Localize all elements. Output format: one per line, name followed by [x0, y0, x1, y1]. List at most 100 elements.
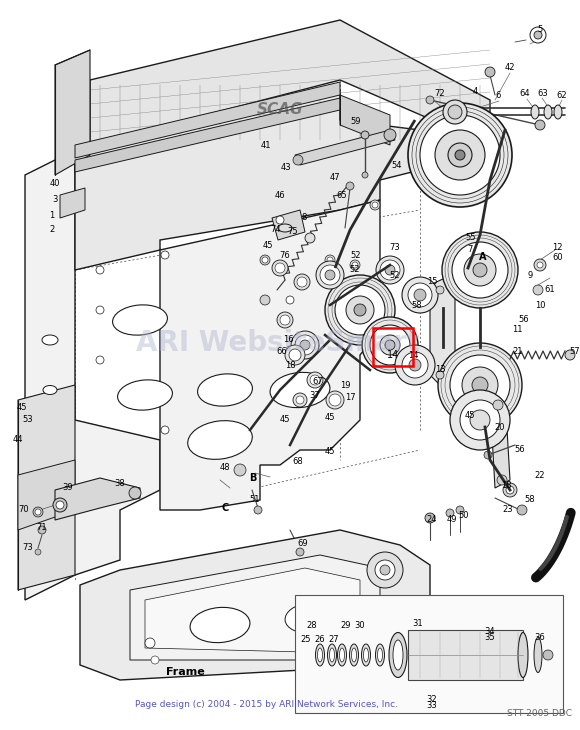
Ellipse shape	[278, 224, 292, 232]
Circle shape	[310, 375, 320, 385]
Text: 34: 34	[485, 628, 495, 637]
Circle shape	[493, 400, 503, 410]
Circle shape	[260, 295, 270, 305]
Text: 75: 75	[288, 228, 298, 237]
Circle shape	[285, 345, 305, 365]
Ellipse shape	[328, 644, 336, 666]
Text: 33: 33	[427, 702, 437, 710]
Text: 14: 14	[408, 350, 418, 359]
Text: 70: 70	[19, 505, 30, 515]
Circle shape	[346, 296, 374, 324]
Text: 29: 29	[341, 621, 351, 631]
Text: 58: 58	[525, 496, 535, 504]
Ellipse shape	[113, 305, 168, 335]
Circle shape	[450, 355, 510, 415]
Ellipse shape	[285, 603, 335, 633]
Circle shape	[350, 260, 360, 270]
Text: 56: 56	[519, 315, 530, 325]
Bar	[295, 595, 563, 713]
Polygon shape	[295, 130, 395, 165]
Circle shape	[462, 367, 498, 403]
Circle shape	[291, 331, 319, 359]
Circle shape	[497, 475, 507, 485]
Circle shape	[295, 335, 315, 355]
Circle shape	[35, 509, 41, 515]
Circle shape	[300, 340, 310, 350]
Text: 50: 50	[459, 512, 469, 520]
Circle shape	[425, 513, 435, 523]
Circle shape	[448, 105, 462, 119]
Text: 60: 60	[553, 253, 563, 263]
Text: 44: 44	[13, 436, 23, 445]
Circle shape	[473, 263, 487, 277]
Text: 45: 45	[325, 413, 335, 423]
Ellipse shape	[393, 640, 403, 670]
Text: 52: 52	[350, 266, 360, 274]
Polygon shape	[55, 50, 90, 175]
Ellipse shape	[118, 380, 172, 410]
Polygon shape	[90, 20, 490, 145]
Text: 20: 20	[495, 423, 505, 432]
Circle shape	[361, 131, 369, 139]
Text: 45: 45	[263, 240, 273, 250]
Circle shape	[395, 345, 435, 385]
Ellipse shape	[198, 374, 252, 406]
Circle shape	[367, 552, 403, 588]
Text: 67: 67	[313, 377, 324, 386]
Circle shape	[565, 350, 575, 360]
Circle shape	[534, 31, 542, 39]
Text: 38: 38	[115, 478, 125, 488]
Circle shape	[470, 410, 490, 430]
Text: 8: 8	[302, 213, 307, 223]
Ellipse shape	[188, 420, 252, 459]
Circle shape	[286, 346, 294, 354]
Circle shape	[325, 270, 335, 280]
Text: 11: 11	[512, 326, 522, 334]
Text: 31: 31	[413, 620, 423, 629]
Circle shape	[372, 202, 378, 208]
Polygon shape	[75, 82, 340, 158]
Text: 74: 74	[271, 226, 281, 234]
Circle shape	[325, 255, 335, 265]
Circle shape	[234, 464, 246, 476]
Text: 39: 39	[63, 483, 73, 493]
Text: 36: 36	[535, 634, 545, 642]
Bar	[373, 328, 413, 366]
Ellipse shape	[554, 105, 562, 119]
Text: 1: 1	[49, 210, 55, 220]
Ellipse shape	[544, 105, 552, 119]
Ellipse shape	[531, 105, 539, 119]
Circle shape	[402, 277, 438, 313]
Circle shape	[277, 312, 293, 328]
Circle shape	[96, 266, 104, 274]
Ellipse shape	[351, 648, 357, 662]
Polygon shape	[75, 90, 420, 270]
Text: 9: 9	[527, 271, 532, 280]
Polygon shape	[60, 188, 85, 218]
Circle shape	[297, 277, 307, 287]
Text: 2: 2	[49, 226, 55, 234]
Circle shape	[330, 651, 340, 661]
Circle shape	[276, 216, 284, 224]
Circle shape	[329, 394, 341, 406]
Circle shape	[384, 129, 396, 141]
Circle shape	[326, 391, 344, 409]
Text: 54: 54	[392, 161, 403, 169]
Text: 25: 25	[301, 636, 311, 645]
Text: 52: 52	[351, 252, 361, 261]
Text: 58: 58	[412, 301, 422, 310]
Circle shape	[402, 352, 428, 378]
Text: 26: 26	[315, 636, 325, 645]
Text: 73: 73	[23, 544, 34, 553]
Circle shape	[380, 260, 400, 280]
Text: C: C	[222, 503, 229, 513]
Circle shape	[254, 506, 262, 514]
Circle shape	[262, 257, 268, 263]
Circle shape	[535, 120, 545, 130]
Circle shape	[325, 275, 395, 345]
Circle shape	[286, 296, 294, 304]
Circle shape	[448, 143, 472, 167]
Ellipse shape	[329, 648, 335, 662]
Circle shape	[409, 359, 421, 371]
Circle shape	[408, 103, 512, 207]
